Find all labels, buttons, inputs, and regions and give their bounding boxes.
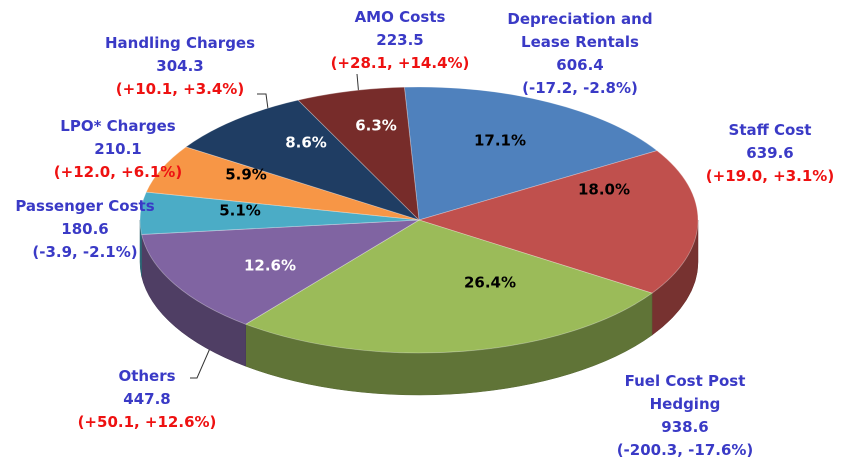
slice-label: Depreciation and Lease Rentals 606.4 (-17.… (495, 8, 665, 100)
amount-label: 304.3 (156, 57, 204, 75)
slice-label: LPO* Charges 210.1 (+12.0, +6.1%) (28, 115, 208, 184)
slice (417, 150, 699, 294)
slice-label: Others 447.8 (+50.1, +12.6%) (47, 365, 247, 434)
change-label: (+50.1, +12.6%) (77, 413, 217, 431)
amount-label: 938.6 (661, 418, 709, 436)
slice-percent-label: 12.6% (244, 257, 296, 275)
pie-sides (139, 219, 699, 396)
slice (141, 219, 420, 325)
amount-label: 639.6 (746, 144, 794, 162)
slice-percent-label: 5.1% (219, 202, 261, 220)
amount-label: 447.8 (123, 390, 171, 408)
change-label: (+10.1, +3.4%) (115, 80, 245, 98)
amount-label: 180.6 (61, 220, 109, 238)
slice-label: Staff Cost 639.6 (+19.0, +3.1%) (680, 119, 847, 188)
change-label: (-3.9, -2.1%) (32, 243, 138, 261)
slice-label: Fuel Cost Post Hedging 938.6 (-200.3, -17.… (610, 370, 760, 462)
slice-label: Handling Charges 304.3 (+10.1, +3.4%) (85, 32, 275, 101)
slice (244, 219, 653, 354)
slice-percent-label: 6.3% (355, 117, 397, 135)
amount-label: 210.1 (94, 140, 142, 158)
category-name: Others (118, 367, 176, 385)
slice (139, 191, 420, 235)
slice-percent-label: 17.1% (474, 132, 526, 150)
slice (145, 146, 420, 221)
change-label: (+19.0, +3.1%) (705, 167, 835, 185)
slice (297, 86, 420, 222)
amount-label: 606.4 (556, 56, 604, 74)
category-name: Handling Charges (104, 34, 256, 52)
slice-label: Passenger Costs 180.6 (-3.9, -2.1%) (0, 195, 175, 264)
slice-label: AMO Costs 223.5 (+28.1, +14.4%) (315, 6, 485, 75)
category-name: Depreciation and Lease Rentals (507, 10, 653, 51)
slice (185, 99, 420, 221)
change-label: (+28.1, +14.4%) (330, 54, 470, 72)
category-name: LPO* Charges (60, 117, 176, 135)
slice (403, 86, 658, 221)
category-name: AMO Costs (354, 8, 446, 26)
category-name: Staff Cost (728, 121, 812, 139)
change-label: (+12.0, +6.1%) (53, 163, 183, 181)
slice-percent-label: 26.4% (464, 274, 516, 292)
category-name: Passenger Costs (15, 197, 155, 215)
category-name: Fuel Cost Post Hedging (624, 372, 746, 413)
change-label: (-200.3, -17.6%) (616, 441, 754, 459)
slice-percent-label: 5.9% (225, 166, 267, 184)
amount-label: 223.5 (376, 31, 424, 49)
slice-percent-label: 8.6% (285, 134, 327, 152)
slice-percent-label: 18.0% (578, 181, 630, 199)
change-label: (-17.2, -2.8%) (522, 79, 638, 97)
